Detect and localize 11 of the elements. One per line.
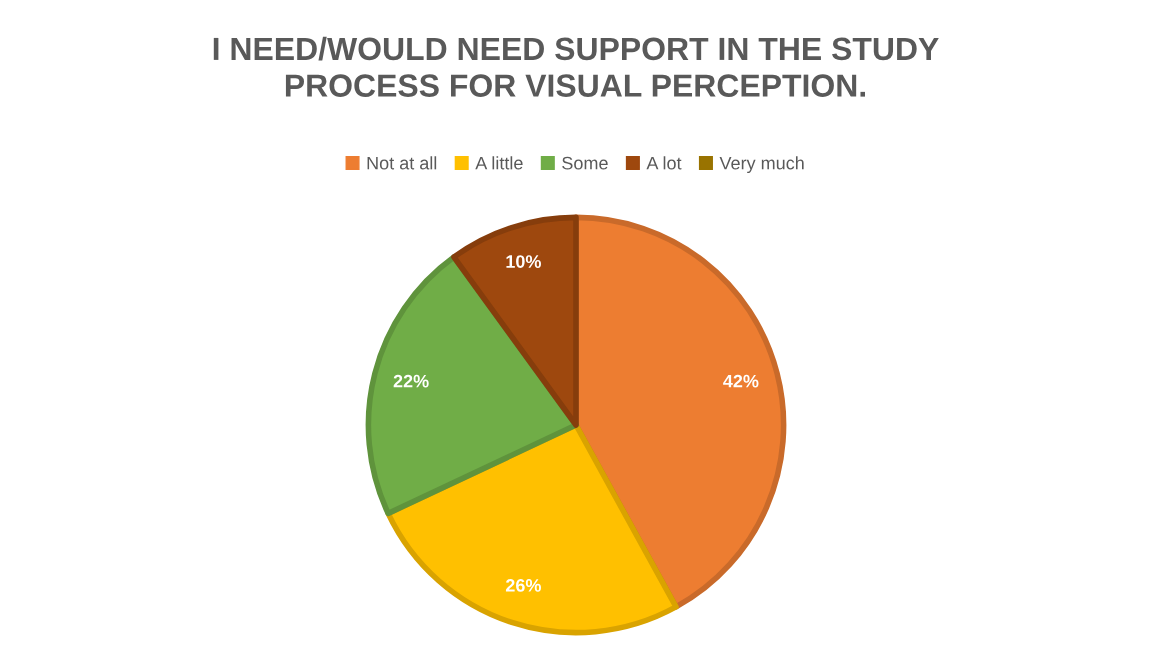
- pie-slice: [451, 214, 579, 428]
- legend-label: Very much: [719, 156, 804, 174]
- data-label: 42%: [723, 374, 759, 388]
- legend-label: Some: [562, 156, 608, 170]
- data-label: 22%: [393, 374, 429, 388]
- data-label: 10%: [506, 255, 541, 268]
- legend-label: Not at all: [367, 156, 437, 170]
- legend-label: A little: [475, 156, 523, 170]
- chart-title: I NEED/WOULD NEED SUPPORT IN THE STUDY PROCESS FOR VISUAL PERCEPTION.: [213, 36, 939, 97]
- data-label: 26%: [505, 578, 541, 592]
- legend-label: A lot: [646, 156, 682, 170]
